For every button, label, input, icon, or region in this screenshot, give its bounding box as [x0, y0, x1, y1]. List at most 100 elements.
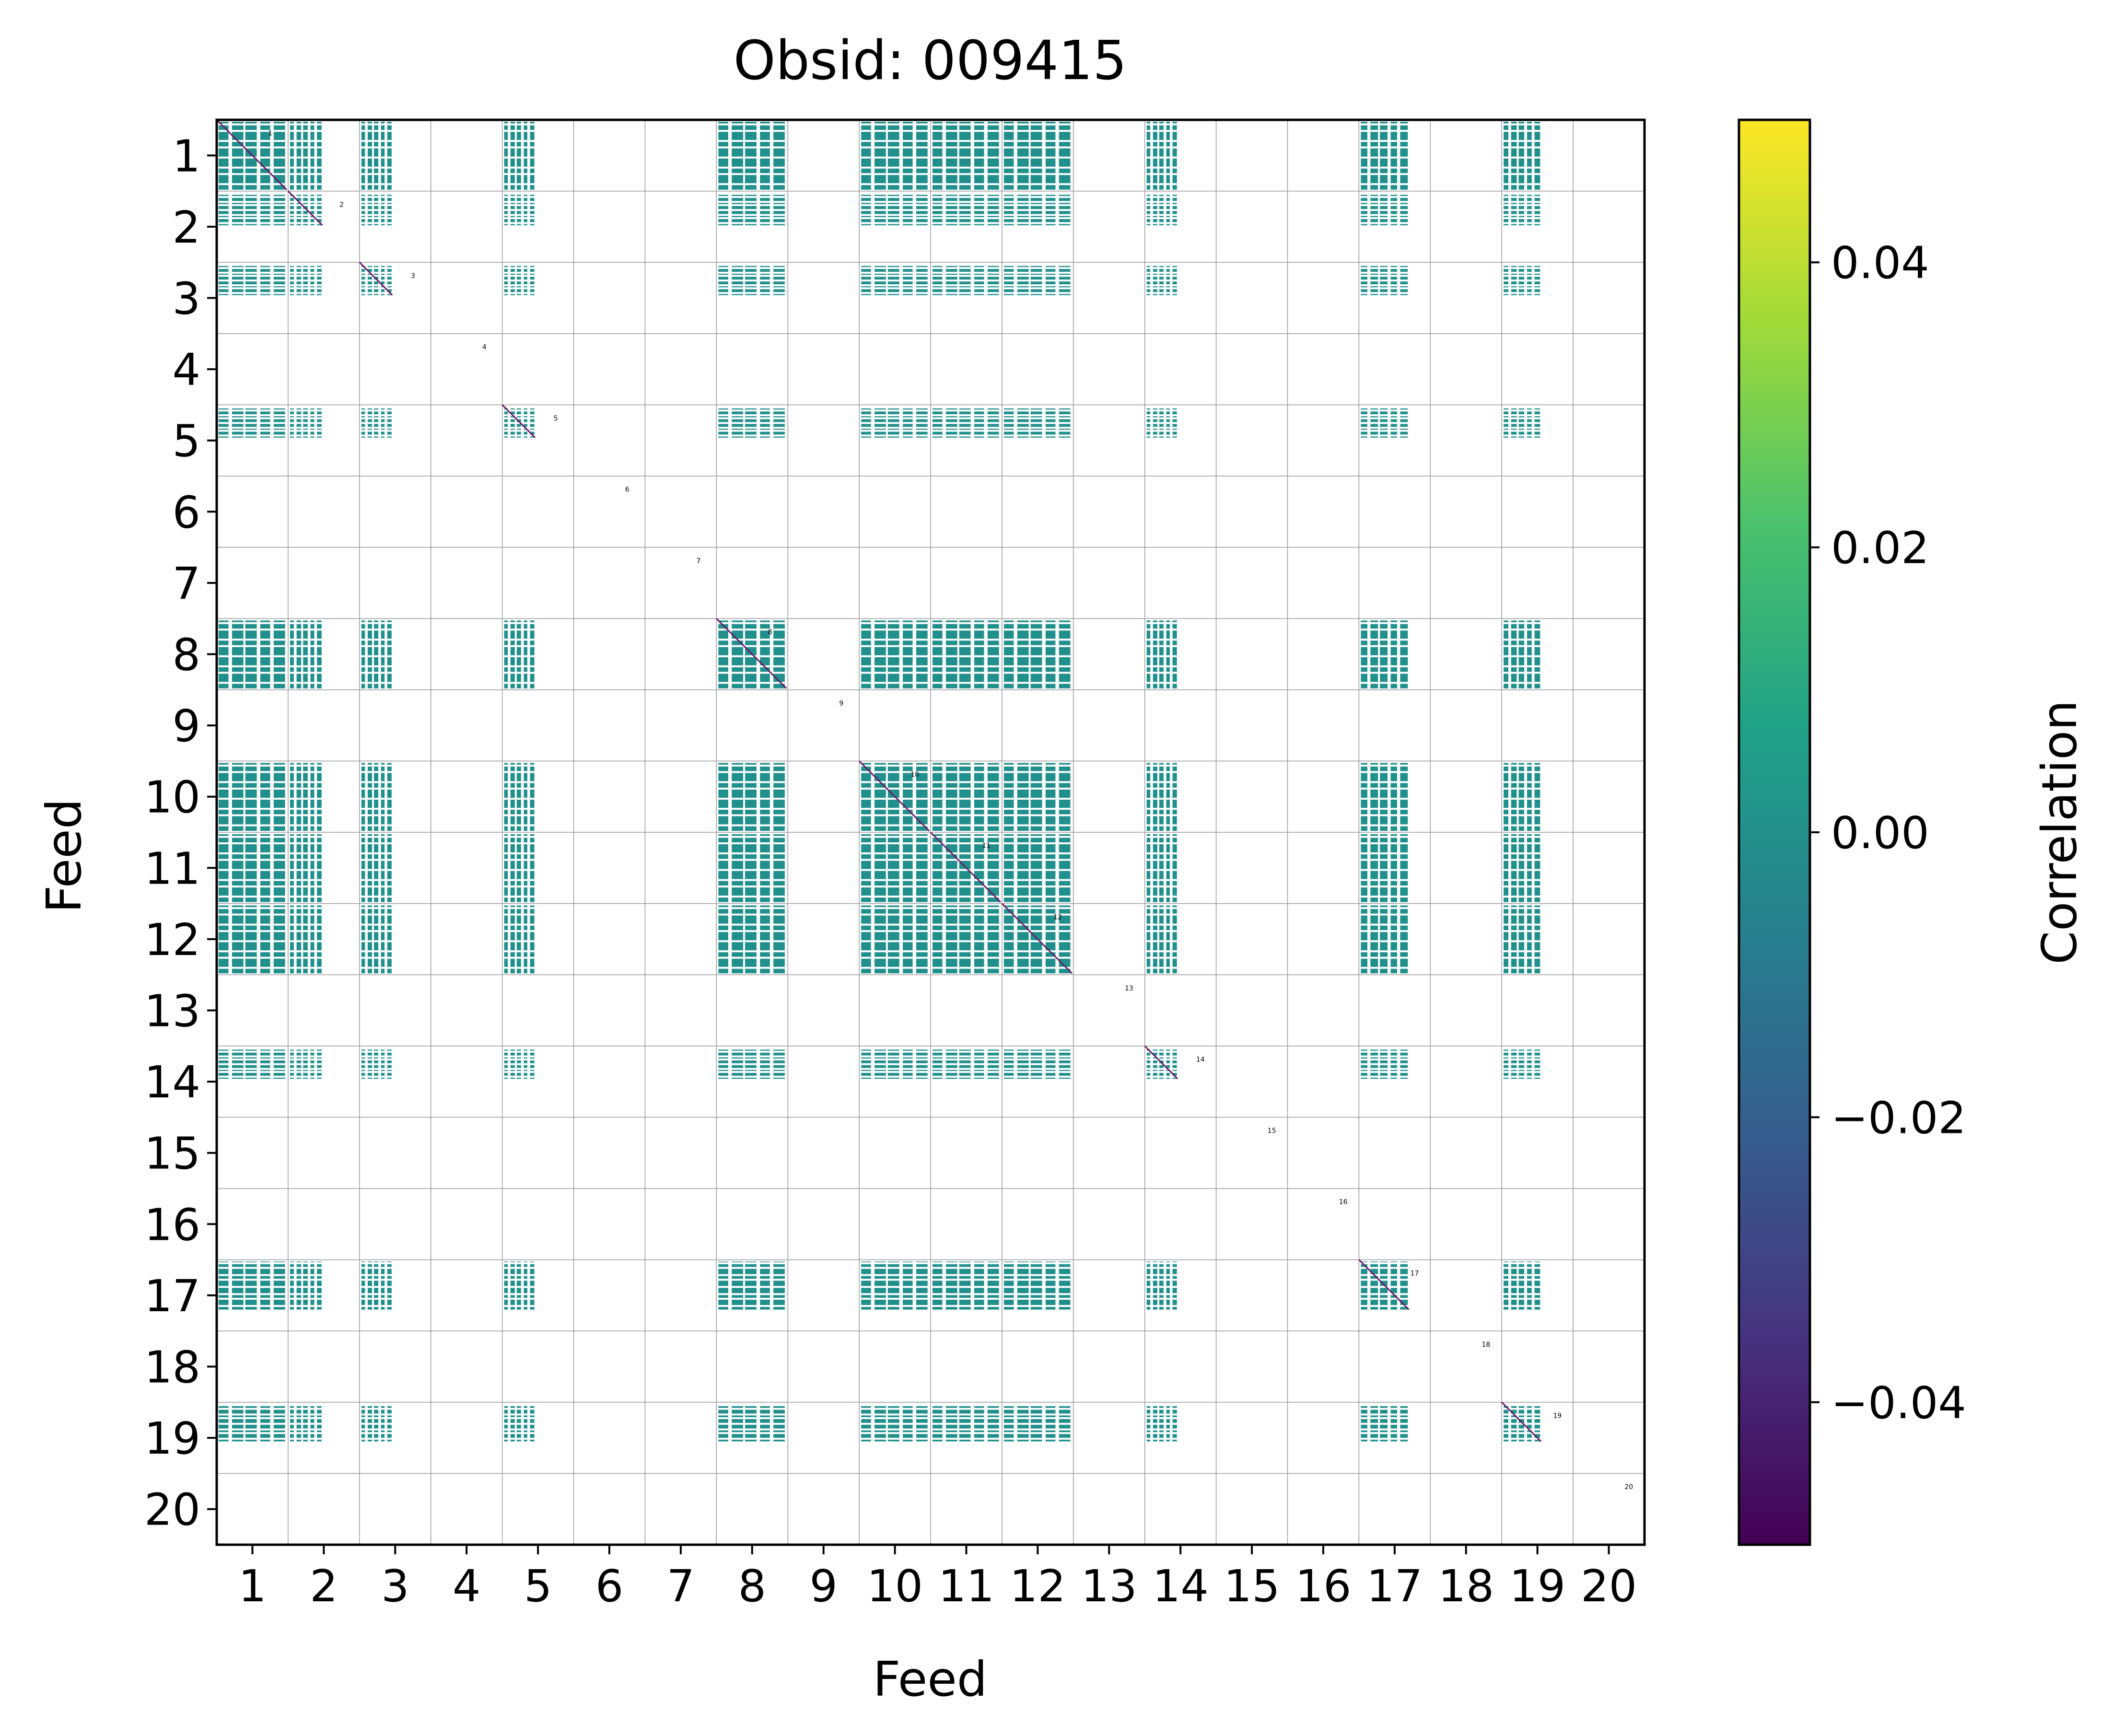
masked-row — [716, 1071, 787, 1073]
masked-col — [365, 1046, 367, 1079]
masked-col — [743, 1259, 745, 1310]
masked-col — [230, 1402, 232, 1442]
masked-col — [1163, 1046, 1166, 1079]
colorbar-tick-label: −0.04 — [1831, 1377, 1966, 1429]
masked-row — [859, 287, 929, 290]
masked-row — [217, 903, 287, 906]
masked-row — [502, 1055, 536, 1058]
diagonal-feed-label: 15 — [1268, 1127, 1276, 1135]
masked-col — [899, 1402, 901, 1442]
masked-row — [716, 1408, 787, 1410]
masked-row — [1359, 771, 1409, 773]
masked-row — [1144, 622, 1178, 624]
masked-col — [365, 903, 367, 974]
masked-row — [288, 1298, 323, 1300]
heatmap-block — [359, 1402, 394, 1442]
y-axis-label: Feed — [36, 799, 92, 913]
masked-row — [859, 798, 929, 800]
masked-row — [716, 923, 787, 926]
masked-row — [1502, 156, 1541, 159]
masked-col — [1516, 191, 1519, 225]
masked-row — [931, 764, 1001, 767]
masked-row — [1502, 629, 1541, 631]
masked-row — [1144, 209, 1178, 211]
masked-col — [1388, 120, 1390, 190]
heatmap-block — [931, 1402, 1001, 1442]
diagonal-feed-label: 7 — [697, 557, 701, 565]
masked-col — [307, 761, 310, 831]
masked-row — [217, 923, 287, 926]
masked-row — [1144, 1063, 1178, 1065]
masked-col — [784, 1402, 787, 1442]
masked-row — [931, 1404, 1001, 1406]
masked-row — [502, 930, 536, 932]
masked-col — [728, 405, 730, 438]
masked-col — [1150, 761, 1153, 831]
masked-row — [1502, 422, 1541, 424]
masked-row — [502, 1428, 536, 1431]
masked-row — [217, 430, 287, 432]
heatmap-block — [931, 1046, 1001, 1079]
masked-row — [716, 622, 787, 624]
masked-row — [502, 130, 536, 132]
masked-col — [758, 1259, 760, 1310]
masked-row — [502, 859, 536, 861]
masked-col — [378, 120, 380, 190]
masked-row — [1502, 427, 1541, 429]
masked-col — [1531, 405, 1534, 438]
masked-col — [378, 191, 380, 225]
masked-col — [228, 761, 231, 831]
masked-col — [1398, 120, 1400, 190]
masked-col — [912, 618, 915, 688]
masked-row — [1002, 903, 1072, 906]
masked-col — [758, 1402, 760, 1442]
masked-col — [1398, 832, 1400, 902]
masked-row — [1502, 645, 1541, 647]
masked-row — [1002, 967, 1072, 969]
masked-row — [359, 950, 393, 953]
x-tick-label: 13 — [1081, 1561, 1137, 1612]
masked-col — [1524, 120, 1527, 190]
masked-row — [1002, 406, 1072, 408]
masked-row — [1002, 193, 1072, 195]
masked-col — [970, 405, 973, 438]
masked-col — [1531, 618, 1534, 688]
masked-col — [307, 1046, 310, 1079]
masked-col — [957, 903, 959, 974]
masked-row — [716, 655, 787, 657]
masked-col — [901, 1402, 903, 1442]
masked-col — [1015, 761, 1017, 831]
masked-col — [1015, 262, 1017, 295]
masked-row — [931, 761, 1001, 763]
feed-gridlines — [217, 120, 1644, 1545]
masked-col — [285, 618, 287, 688]
masked-row — [1502, 655, 1541, 657]
masked-col — [758, 618, 760, 688]
masked-row — [859, 1428, 929, 1431]
masked-col — [1014, 618, 1016, 688]
masked-col — [1177, 618, 1179, 688]
masked-col — [985, 903, 988, 974]
masked-col — [756, 120, 758, 190]
masked-row — [359, 1046, 393, 1048]
masked-col — [770, 1046, 772, 1079]
heatmap-block — [288, 1046, 324, 1079]
masked-col — [758, 832, 760, 902]
plot-frame — [215, 118, 1646, 1546]
masked-col — [784, 1046, 787, 1079]
masked-col — [1367, 1402, 1369, 1442]
masked-col — [931, 405, 933, 438]
masked-row — [859, 967, 929, 969]
masked-row — [1144, 422, 1178, 424]
masked-col — [257, 120, 259, 190]
masked-col — [886, 761, 888, 831]
masked-col — [1015, 1402, 1017, 1442]
heatmap-block — [716, 1259, 787, 1310]
masked-row — [217, 885, 287, 888]
masked-row — [859, 222, 929, 224]
masked-row — [359, 869, 393, 871]
diagonal-feed-label: 4 — [482, 344, 487, 351]
masked-row — [931, 1298, 1001, 1300]
masked-row — [1002, 414, 1072, 417]
masked-col — [1170, 191, 1172, 225]
